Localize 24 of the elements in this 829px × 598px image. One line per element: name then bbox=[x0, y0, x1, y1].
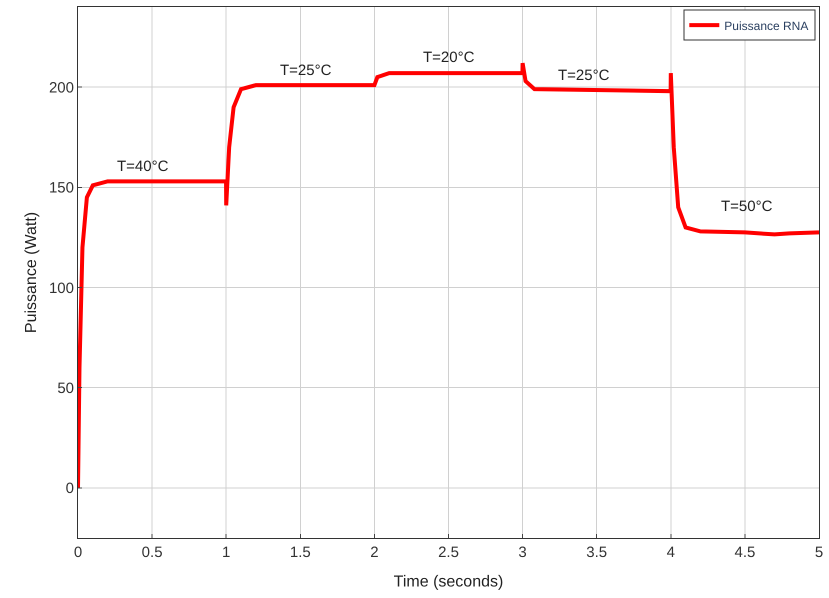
x-axis-title: Time (seconds) bbox=[394, 574, 504, 591]
x-tick-label: 5 bbox=[814, 544, 824, 561]
annotation: T=50°C bbox=[721, 198, 773, 215]
annotation: T=20°C bbox=[423, 49, 475, 66]
y-tick-label: 200 bbox=[48, 79, 74, 96]
x-tick-label: 4.5 bbox=[734, 544, 756, 561]
x-tick-label: 1.5 bbox=[290, 544, 311, 561]
x-tick-label: 2.5 bbox=[438, 544, 459, 561]
legend-label: Puissance RNA bbox=[724, 18, 808, 33]
x-tick-label: 2 bbox=[370, 544, 379, 561]
annotation: T=25°C bbox=[280, 62, 332, 79]
y-tick-label: 150 bbox=[48, 180, 74, 197]
x-tick-label: 1 bbox=[222, 544, 230, 561]
x-tick-label: 4 bbox=[666, 544, 675, 561]
y-tick-label: 0 bbox=[66, 480, 74, 498]
x-tick-label: 3.5 bbox=[586, 544, 608, 561]
annotation: T=25°C bbox=[558, 67, 610, 84]
y-tick-label: 50 bbox=[57, 380, 74, 397]
annotation: T=40°C bbox=[117, 158, 169, 175]
x-tick-label: 0.5 bbox=[142, 544, 163, 561]
x-tick-label: 3 bbox=[518, 544, 527, 561]
y-tick-label: 100 bbox=[48, 280, 74, 297]
y-axis-title: Puissance (Watt) bbox=[22, 212, 40, 334]
line-series bbox=[78, 61, 819, 490]
